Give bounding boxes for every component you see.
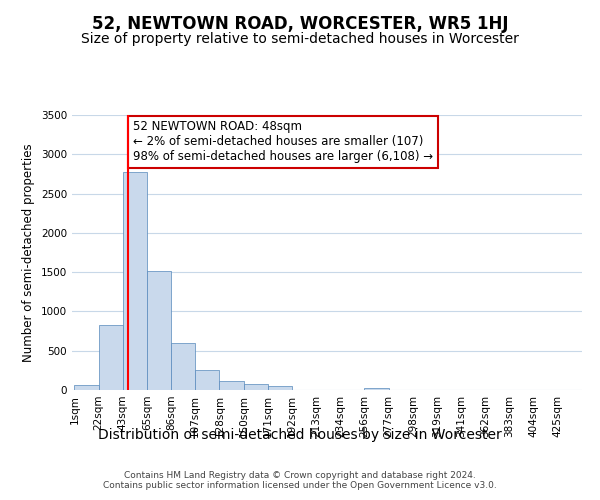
Bar bbox=[244, 384, 268, 390]
Bar bbox=[195, 370, 220, 390]
Bar bbox=[364, 388, 389, 390]
Text: 52 NEWTOWN ROAD: 48sqm
← 2% of semi-detached houses are smaller (107)
98% of sem: 52 NEWTOWN ROAD: 48sqm ← 2% of semi-deta… bbox=[133, 120, 433, 164]
Bar bbox=[74, 384, 98, 390]
Text: 52, NEWTOWN ROAD, WORCESTER, WR5 1HJ: 52, NEWTOWN ROAD, WORCESTER, WR5 1HJ bbox=[92, 15, 508, 33]
Bar bbox=[268, 386, 292, 390]
Y-axis label: Number of semi-detached properties: Number of semi-detached properties bbox=[22, 143, 35, 362]
Bar bbox=[147, 270, 171, 390]
Text: Contains HM Land Registry data © Crown copyright and database right 2024.
Contai: Contains HM Land Registry data © Crown c… bbox=[103, 470, 497, 490]
Bar bbox=[98, 325, 123, 390]
Bar bbox=[123, 172, 147, 390]
Bar bbox=[220, 382, 244, 390]
Text: Distribution of semi-detached houses by size in Worcester: Distribution of semi-detached houses by … bbox=[98, 428, 502, 442]
Bar bbox=[171, 343, 195, 390]
Text: Size of property relative to semi-detached houses in Worcester: Size of property relative to semi-detach… bbox=[81, 32, 519, 46]
